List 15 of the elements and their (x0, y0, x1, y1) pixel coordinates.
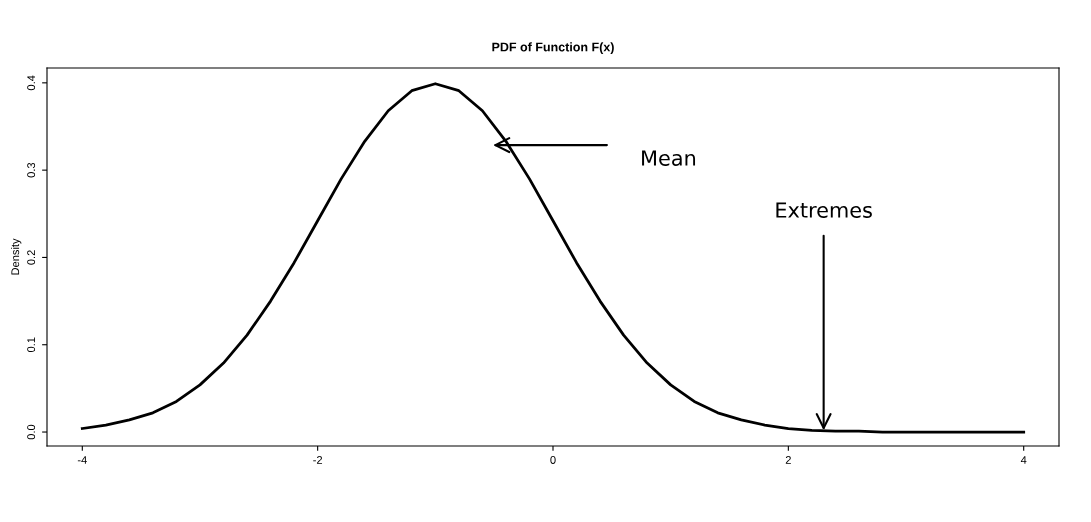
y-tick-label: 0.2 (27, 250, 36, 265)
y-tick-label: 0.1 (27, 337, 36, 353)
x-tick-label: 4 (1020, 456, 1027, 464)
annotation: Extremes (776, 202, 872, 218)
x-tick-label: 0 (550, 456, 556, 464)
chart-title: PDF of Function F(x) (492, 42, 614, 54)
x-tick-label: -2 (313, 456, 323, 464)
x-tick-label: 2 (785, 456, 791, 464)
x-tick-label: -4 (77, 456, 87, 464)
y-tick-label: 0.0 (27, 424, 36, 440)
line-series (80, 82, 1026, 434)
annotation: Mean (642, 150, 696, 166)
y-axis-title: Density (11, 238, 22, 275)
y-tick-label: 0.3 (27, 162, 36, 178)
y-tick-label: 0.4 (27, 75, 36, 91)
